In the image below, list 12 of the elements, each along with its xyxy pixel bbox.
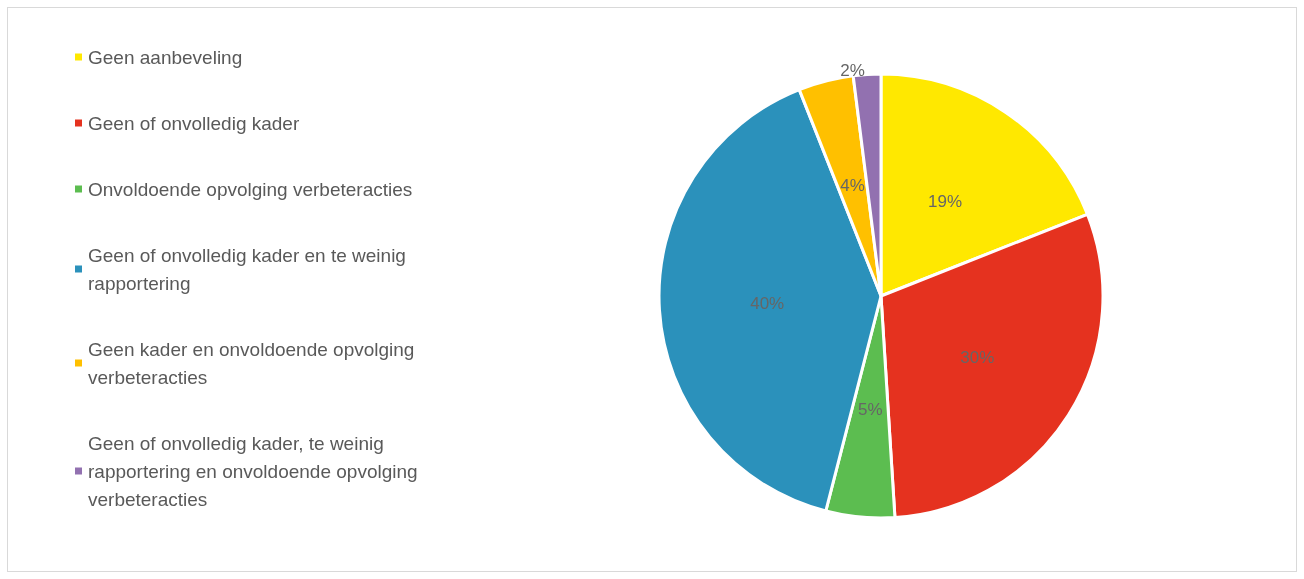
legend-label: Geen of onvolledig kader	[88, 112, 300, 134]
data-label: 2%	[840, 60, 865, 80]
data-label: 19%	[928, 192, 963, 212]
data-label: 30%	[960, 347, 995, 367]
data-label: 4%	[840, 176, 865, 196]
legend-label: Onvoldoende opvolging verbeteracties	[88, 178, 413, 200]
data-label: 5%	[857, 399, 883, 419]
legend-label: Geen of onvolledig kader en te weinig rapportering	[88, 244, 412, 294]
legend-label: Geen kader en onvoldoende opvolging verbeteracties	[88, 338, 420, 388]
data-label: 40%	[750, 293, 785, 313]
legend-label: Geen of onvolledig kader, te weinig rapportering en onvoldoende opvolging verbeteracties	[88, 432, 423, 510]
legend-label: Geen aanbeveling	[88, 46, 243, 68]
